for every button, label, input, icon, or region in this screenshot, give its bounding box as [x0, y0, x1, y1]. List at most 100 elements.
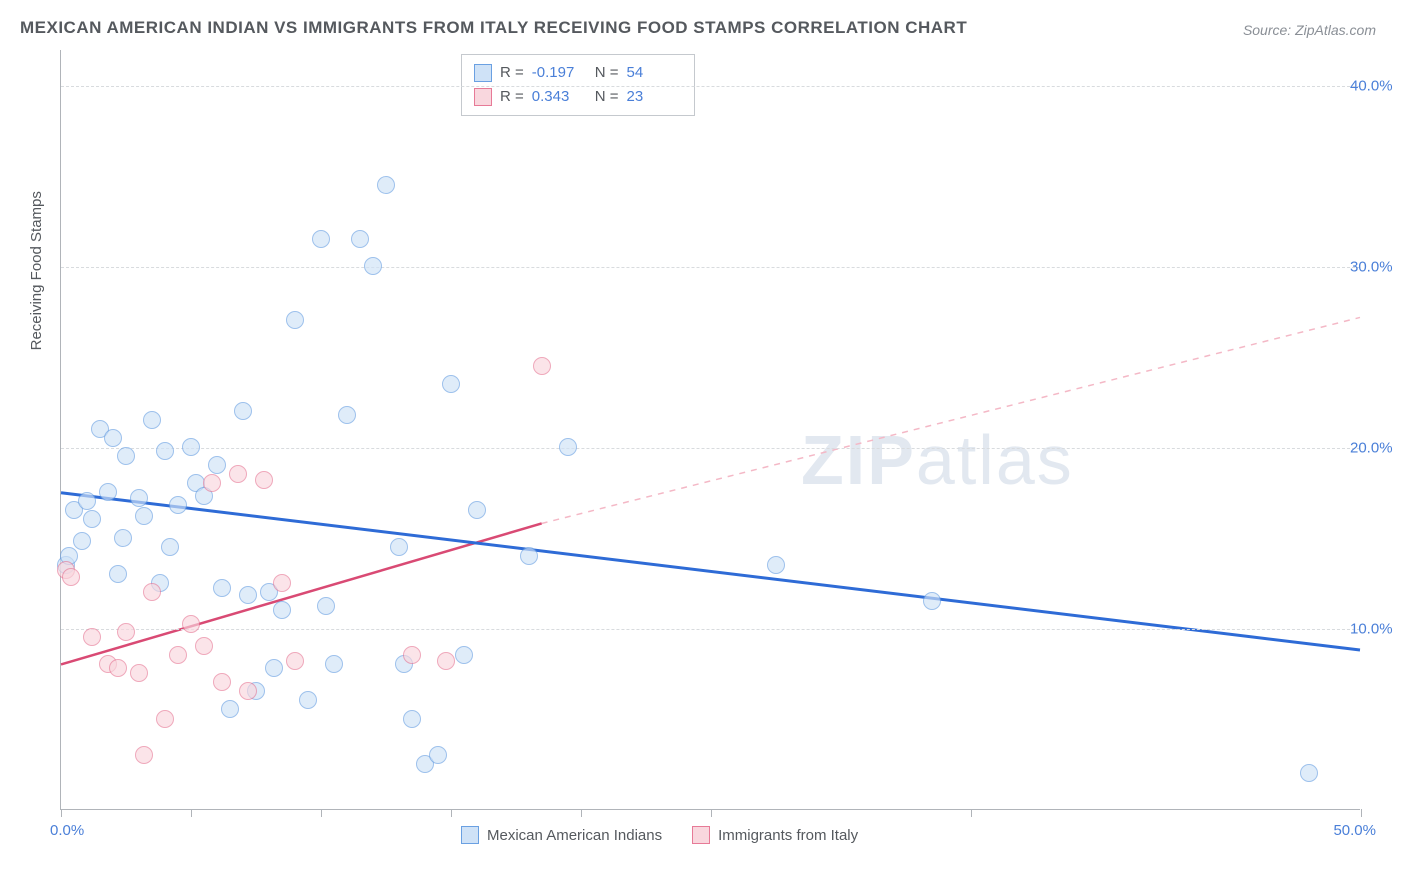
grid-line: [61, 629, 1360, 630]
n-label: N =: [595, 61, 619, 85]
stats-row-0: R = -0.197 N = 54: [474, 61, 682, 85]
data-point: [83, 628, 101, 646]
x-tick: [61, 809, 62, 817]
data-point: [229, 465, 247, 483]
source-label: Source: ZipAtlas.com: [1243, 22, 1376, 38]
stats-swatch-1: [474, 88, 492, 106]
y-tick-label: 10.0%: [1350, 621, 1406, 638]
data-point: [78, 492, 96, 510]
data-point: [299, 691, 317, 709]
data-point: [208, 456, 226, 474]
data-point: [62, 568, 80, 586]
x-tick: [711, 809, 712, 817]
data-point: [273, 601, 291, 619]
data-point: [351, 230, 369, 248]
data-point: [403, 646, 421, 664]
data-point: [117, 623, 135, 641]
r-value-0: -0.197: [532, 61, 587, 85]
x-tick: [1361, 809, 1362, 817]
x-tick: [581, 809, 582, 817]
data-point: [117, 447, 135, 465]
data-point: [403, 710, 421, 728]
data-point: [213, 579, 231, 597]
r-value-1: 0.343: [532, 85, 587, 109]
data-point: [312, 230, 330, 248]
data-point: [221, 700, 239, 718]
data-point: [286, 311, 304, 329]
data-point: [104, 429, 122, 447]
data-point: [239, 586, 257, 604]
chart-title: MEXICAN AMERICAN INDIAN VS IMMIGRANTS FR…: [20, 18, 967, 38]
x-tick: [321, 809, 322, 817]
legend-item-0: Mexican American Indians: [461, 826, 662, 844]
legend-label-0: Mexican American Indians: [487, 827, 662, 844]
data-point: [156, 710, 174, 728]
data-point: [135, 507, 153, 525]
data-point: [169, 646, 187, 664]
data-point: [1300, 764, 1318, 782]
x-tick: [451, 809, 452, 817]
r-label: R =: [500, 85, 524, 109]
data-point: [923, 592, 941, 610]
data-point: [135, 746, 153, 764]
grid-line: [61, 86, 1360, 87]
data-point: [255, 471, 273, 489]
data-point: [533, 357, 551, 375]
data-point: [109, 659, 127, 677]
data-point: [161, 538, 179, 556]
data-point: [143, 411, 161, 429]
data-point: [130, 664, 148, 682]
data-point: [203, 474, 221, 492]
data-point: [437, 652, 455, 670]
data-point: [73, 532, 91, 550]
bottom-legend: Mexican American Indians Immigrants from…: [461, 826, 858, 844]
data-point: [273, 574, 291, 592]
data-point: [156, 442, 174, 460]
stats-box: R = -0.197 N = 54 R = 0.343 N = 23: [461, 54, 695, 116]
r-label: R =: [500, 61, 524, 85]
data-point: [364, 257, 382, 275]
n-value-0: 54: [627, 61, 682, 85]
data-point: [114, 529, 132, 547]
stats-swatch-0: [474, 64, 492, 82]
y-tick-label: 20.0%: [1350, 440, 1406, 457]
data-point: [317, 597, 335, 615]
data-point: [468, 501, 486, 519]
data-point: [143, 583, 161, 601]
grid-line: [61, 448, 1360, 449]
y-axis-label: Receiving Food Stamps: [28, 191, 45, 350]
data-point: [239, 682, 257, 700]
x-tick: [191, 809, 192, 817]
data-point: [265, 659, 283, 677]
grid-line: [61, 267, 1360, 268]
legend-item-1: Immigrants from Italy: [692, 826, 858, 844]
data-point: [520, 547, 538, 565]
plot-area: ZIPatlas R = -0.197 N = 54 R = 0.343 N =…: [60, 50, 1360, 810]
legend-label-1: Immigrants from Italy: [718, 827, 858, 844]
y-tick-label: 30.0%: [1350, 259, 1406, 276]
data-point: [559, 438, 577, 456]
data-point: [377, 176, 395, 194]
n-value-1: 23: [627, 85, 682, 109]
data-point: [429, 746, 447, 764]
stats-row-1: R = 0.343 N = 23: [474, 85, 682, 109]
data-point: [286, 652, 304, 670]
data-point: [767, 556, 785, 574]
data-point: [325, 655, 343, 673]
data-point: [130, 489, 148, 507]
data-point: [455, 646, 473, 664]
data-point: [83, 510, 101, 528]
data-point: [195, 637, 213, 655]
data-point: [338, 406, 356, 424]
data-point: [390, 538, 408, 556]
data-point: [182, 615, 200, 633]
data-point: [213, 673, 231, 691]
y-tick-label: 40.0%: [1350, 78, 1406, 95]
x-axis-min-label: 0.0%: [50, 822, 84, 839]
legend-swatch-0: [461, 826, 479, 844]
data-point: [234, 402, 252, 420]
n-label: N =: [595, 85, 619, 109]
data-point: [109, 565, 127, 583]
data-point: [442, 375, 460, 393]
data-point: [169, 496, 187, 514]
